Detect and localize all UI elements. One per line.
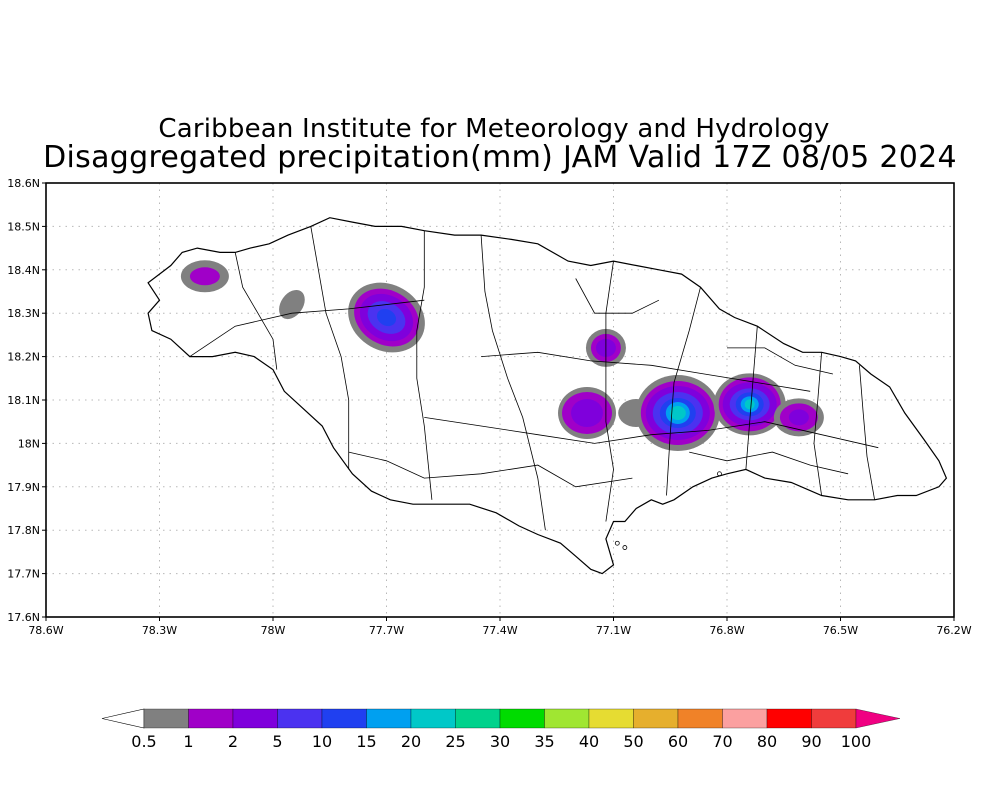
lat-tick-label: 17.7N bbox=[7, 568, 40, 581]
lon-tick-label: 76.2W bbox=[936, 624, 971, 637]
colorbar-segment bbox=[544, 708, 590, 729]
lat-tick-label: 17.6N bbox=[7, 611, 40, 624]
lat-tick-label: 18N bbox=[18, 437, 40, 450]
colorbar-label: 70 bbox=[712, 732, 732, 751]
colorbar-label: 50 bbox=[623, 732, 643, 751]
colorbar-label: 1 bbox=[183, 732, 193, 751]
colorbar-segment bbox=[232, 708, 278, 729]
islet bbox=[622, 545, 628, 550]
colorbar-label: 90 bbox=[801, 732, 821, 751]
cell-nw-coast bbox=[180, 260, 229, 293]
chart-title: Caribbean Institute for Meteorology and … bbox=[158, 114, 830, 144]
cell-north-central bbox=[348, 282, 425, 353]
parish-boundary bbox=[424, 417, 879, 449]
precip-contour bbox=[788, 409, 809, 426]
lat-tick-label: 18.4N bbox=[7, 264, 40, 277]
parish-boundary bbox=[416, 230, 433, 500]
precip-contour bbox=[279, 289, 305, 320]
colorbar-label: 10 bbox=[312, 732, 332, 751]
colorbar-segment bbox=[677, 708, 723, 729]
colorbar-segment bbox=[722, 708, 768, 729]
lon-tick-label: 78W bbox=[261, 624, 286, 637]
colorbar-segment bbox=[277, 708, 323, 729]
lon-tick-label: 77.7W bbox=[369, 624, 404, 637]
colorbar-label: 100 bbox=[841, 732, 872, 751]
lon-tick-label: 78.6W bbox=[28, 624, 63, 637]
parish-boundary bbox=[575, 278, 660, 314]
lat-tick-label: 18.6N bbox=[7, 177, 40, 190]
parish-boundary bbox=[689, 451, 849, 475]
parish-boundary bbox=[480, 235, 546, 531]
islet bbox=[717, 471, 722, 477]
parish-boundary bbox=[727, 347, 833, 375]
parish-boundary bbox=[745, 326, 758, 470]
lat-tick-label: 18.2N bbox=[7, 351, 40, 364]
precip-contour bbox=[189, 267, 220, 286]
colorbar-label: 15 bbox=[356, 732, 376, 751]
colorbar-label: 30 bbox=[490, 732, 510, 751]
parish-boundary bbox=[189, 299, 425, 357]
parish-boundary bbox=[310, 226, 350, 470]
colorbar-segment bbox=[588, 708, 634, 729]
colorbar-segment bbox=[811, 708, 857, 729]
chart-subtitle: Disaggregated precipitation(mm) JAM Vali… bbox=[43, 140, 957, 175]
parish-boundary bbox=[813, 352, 822, 496]
cell-east bbox=[713, 373, 786, 436]
colorbar-segment bbox=[321, 708, 367, 729]
lon-tick-label: 78.3W bbox=[142, 624, 177, 637]
precipitation-layer bbox=[180, 260, 824, 452]
precip-contour bbox=[571, 399, 604, 428]
parish-boundary bbox=[859, 365, 875, 500]
parish-boundary bbox=[348, 451, 633, 488]
colorbar-label: 2 bbox=[228, 732, 238, 751]
lon-tick-label: 77.4W bbox=[482, 624, 517, 637]
jamaica-coastline bbox=[147, 217, 948, 575]
colorbar-label: 20 bbox=[401, 732, 421, 751]
precip-contour bbox=[376, 308, 397, 327]
parish-boundary bbox=[666, 287, 701, 496]
lat-tick-label: 17.8N bbox=[7, 524, 40, 537]
colorbar-segment bbox=[499, 708, 545, 729]
lon-tick-label: 77.1W bbox=[596, 624, 631, 637]
colorbar-segment bbox=[633, 708, 679, 729]
longitude-labels: 78.6W 78.3W 78W 77.7W 77.4W 77.1W 76.8W 76.5W 76… bbox=[28, 617, 972, 637]
colorbar-segment bbox=[366, 708, 412, 729]
colorbar-label: 40 bbox=[579, 732, 599, 751]
lat-tick-label: 17.9N bbox=[7, 481, 40, 494]
colorbar-segment bbox=[188, 708, 234, 729]
colorbar-label: 25 bbox=[445, 732, 465, 751]
colorbar-segment bbox=[455, 708, 501, 729]
colorbar-label: 60 bbox=[668, 732, 688, 751]
parish-boundary bbox=[605, 261, 614, 522]
parish-boundary bbox=[481, 351, 811, 392]
colorbar-label: 0.5 bbox=[131, 732, 156, 751]
colorbar-label: 80 bbox=[757, 732, 777, 751]
lon-tick-label: 76.8W bbox=[709, 624, 744, 637]
lat-tick-label: 18.5N bbox=[7, 220, 40, 233]
latitude-labels: 18.6N 18.5N 18.4N 18.3N 18.2N 18.1N 18N 17.9N 17… bbox=[7, 177, 46, 624]
colorbar-label: 35 bbox=[534, 732, 554, 751]
cell-nw-small bbox=[279, 289, 305, 320]
colorbar-lower-arrow bbox=[101, 708, 145, 729]
islet bbox=[614, 540, 620, 546]
colorbar-segment bbox=[143, 708, 189, 729]
lat-tick-label: 18.3N bbox=[7, 307, 40, 320]
colorbar-segment bbox=[410, 708, 456, 729]
lon-tick-label: 76.5W bbox=[823, 624, 858, 637]
parish-boundary bbox=[234, 252, 278, 370]
cell-south-central bbox=[635, 375, 720, 452]
precip-contour bbox=[669, 406, 686, 421]
jamaica-outline bbox=[147, 217, 948, 575]
precip-contour bbox=[744, 399, 755, 410]
colorbar-segment bbox=[766, 708, 812, 729]
cell-south-central-west bbox=[558, 387, 617, 440]
colorbar-label: 5 bbox=[272, 732, 282, 751]
lat-tick-label: 18.1N bbox=[7, 394, 40, 407]
colorbar-upper-arrow bbox=[855, 708, 901, 729]
colorbar: 0.5 1 2 5 10 15 20 25 30 35 40 50 60 70 80 90 100 bbox=[101, 708, 901, 751]
